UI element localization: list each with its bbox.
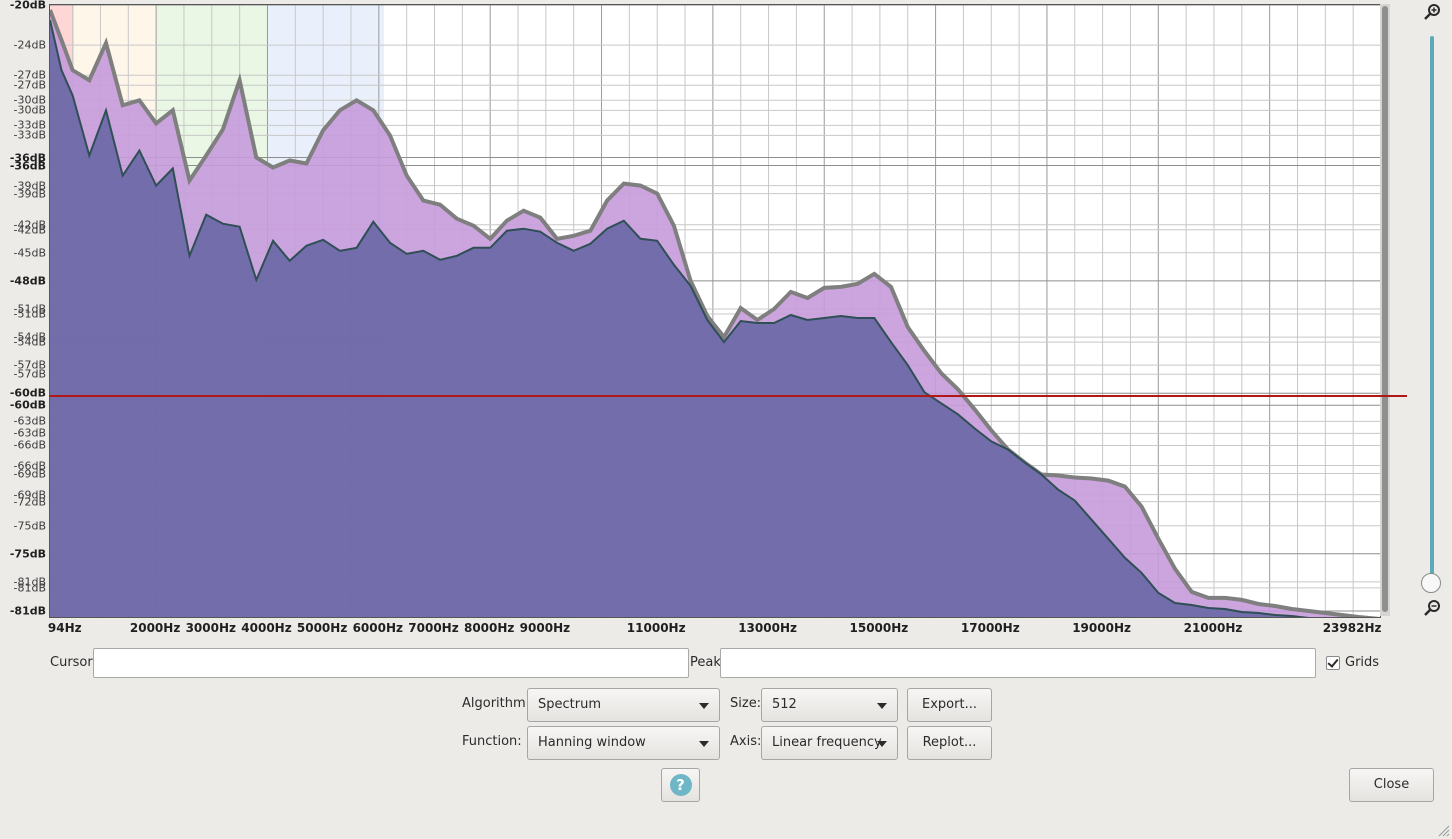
zoom-in-icon[interactable] — [1422, 2, 1442, 22]
spectrum-svg — [50, 5, 1380, 617]
y-tick-label: -81dB — [9, 604, 46, 618]
spectrum-area-lower — [50, 20, 1380, 617]
cursor-field[interactable] — [93, 648, 689, 678]
cursor-level-line — [49, 395, 1407, 398]
y-tick-label: -54dB — [13, 330, 47, 344]
y-tick-label: -75dB — [9, 547, 46, 561]
chevron-down-icon — [699, 703, 709, 709]
y-tick-label: -42dB — [13, 223, 47, 237]
spectrum-edge-lower — [50, 19, 1309, 617]
x-tick-label: 13000Hz — [738, 621, 797, 635]
vertical-scrollbar[interactable] — [1380, 4, 1390, 616]
zoom-out-icon[interactable] — [1422, 598, 1442, 618]
size-select[interactable]: 512 — [761, 688, 898, 722]
axis-select[interactable]: Linear frequency — [761, 726, 898, 760]
y-tick-label: -33dB — [13, 118, 47, 132]
chevron-down-icon — [877, 741, 887, 747]
y-tick-label: -36dB — [9, 151, 46, 164]
y-tick-label: -33dB — [13, 128, 47, 142]
y-tick-label: -75dB — [13, 519, 47, 533]
y-tick-label: -57dB — [13, 358, 47, 372]
x-tick-label: 17000Hz — [960, 621, 1020, 635]
grids-label: Grids — [1345, 655, 1380, 670]
y-tick-label: -27dB — [13, 68, 47, 82]
y-tick-label: -63dB — [13, 426, 47, 440]
help-icon: ? — [669, 774, 692, 796]
y-tick-label: -24dB — [13, 38, 47, 52]
chevron-down-icon — [699, 741, 709, 747]
spectrum-plot[interactable] — [49, 4, 1381, 618]
y-tick-label: -27dB — [13, 78, 47, 92]
function-select[interactable]: Hanning window — [527, 726, 720, 760]
x-tick-label: 9000Hz — [519, 621, 571, 635]
y-tick-label: -63dB — [13, 414, 47, 428]
y-tick-label: -66dB — [13, 459, 47, 472]
x-tick-label: 5000Hz — [296, 621, 348, 635]
y-tick-label: -36dB — [9, 159, 46, 172]
x-tick-label: 19000Hz — [1072, 621, 1131, 635]
chevron-down-icon — [877, 703, 887, 709]
close-button[interactable]: Close — [1349, 768, 1434, 802]
y-tick-label: -60dB — [9, 386, 46, 400]
y-tick-label: -42dB — [13, 218, 47, 232]
axis-label: Axis: — [730, 734, 762, 749]
spectrum-edge-upper — [50, 9, 1380, 617]
y-tick-label: -39dB — [13, 187, 47, 201]
y-tick-label: -39dB — [13, 179, 47, 193]
x-tick-label: 11000Hz — [626, 621, 686, 635]
algorithm-value: Spectrum — [538, 697, 601, 712]
function-label: Function: — [462, 734, 522, 749]
peak-label: Peak: — [690, 655, 726, 670]
x-tick-label: 3000Hz — [185, 621, 237, 635]
zoom-slider-handle[interactable] — [1421, 573, 1441, 593]
export-button[interactable]: Export... — [907, 688, 992, 722]
y-tick-label: -57dB — [13, 367, 47, 381]
y-tick-label: -54dB — [13, 335, 47, 349]
y-tick-label: -72dB — [13, 495, 47, 509]
y-tick-label: -45dB — [13, 246, 47, 260]
scrollbar-thumb[interactable] — [1382, 6, 1388, 612]
x-tick-label: 6000Hz — [352, 621, 404, 635]
algorithm-select[interactable]: Spectrum — [527, 688, 720, 722]
zoom-control — [1418, 0, 1448, 620]
y-tick-label: -69dB — [13, 467, 47, 480]
size-value: 512 — [772, 697, 797, 712]
function-value: Hanning window — [538, 735, 646, 750]
y-tick-label: -81dB — [13, 575, 47, 589]
x-tick-label: 4000Hz — [241, 621, 292, 635]
y-tick-label: -20dB — [9, 0, 46, 12]
y-tick-label: -51dB — [13, 302, 47, 316]
axis-value: Linear frequency — [772, 735, 882, 750]
y-tick-label: -30dB — [13, 93, 47, 107]
x-tick-label: 94Hz — [47, 621, 82, 635]
grids-checkbox[interactable] — [1326, 656, 1340, 670]
help-button[interactable]: ? — [661, 768, 700, 802]
x-tick-label: 8000Hz — [463, 621, 515, 635]
cursor-label: Cursor: — [50, 655, 97, 670]
x-tick-label: 7000Hz — [408, 621, 459, 635]
y-tick-label: -48dB — [9, 274, 46, 288]
y-tick-label: -60dB — [9, 398, 46, 412]
zoom-slider-track[interactable] — [1430, 36, 1434, 586]
x-axis: 94Hz 2000Hz 3000Hz 4000Hz 5000Hz 6000Hz 7000Hz… — [47, 620, 1382, 638]
algorithm-label: Algorithm: — [462, 696, 531, 711]
replot-button[interactable]: Replot... — [907, 726, 992, 760]
y-tick-label: -81dB — [13, 581, 47, 595]
size-label: Size: — [730, 696, 762, 711]
x-tick-label: 21000Hz — [1183, 621, 1243, 635]
y-tick-label: -30dB — [13, 103, 47, 117]
y-tick-label: -51dB — [13, 307, 47, 321]
x-tick-label: 23982Hz — [1322, 621, 1382, 635]
x-tick-label: 15000Hz — [849, 621, 909, 635]
x-tick-label: 2000Hz — [129, 621, 181, 635]
resize-grip-icon[interactable] — [1436, 823, 1450, 837]
peak-field[interactable] — [720, 648, 1316, 678]
y-axis: -20dB -24dB -27dB -27dB -30dB -30dB -33dB -33dB… — [0, 0, 48, 620]
y-tick-label: -69dB — [13, 488, 47, 502]
y-tick-label: -66dB — [13, 438, 47, 452]
